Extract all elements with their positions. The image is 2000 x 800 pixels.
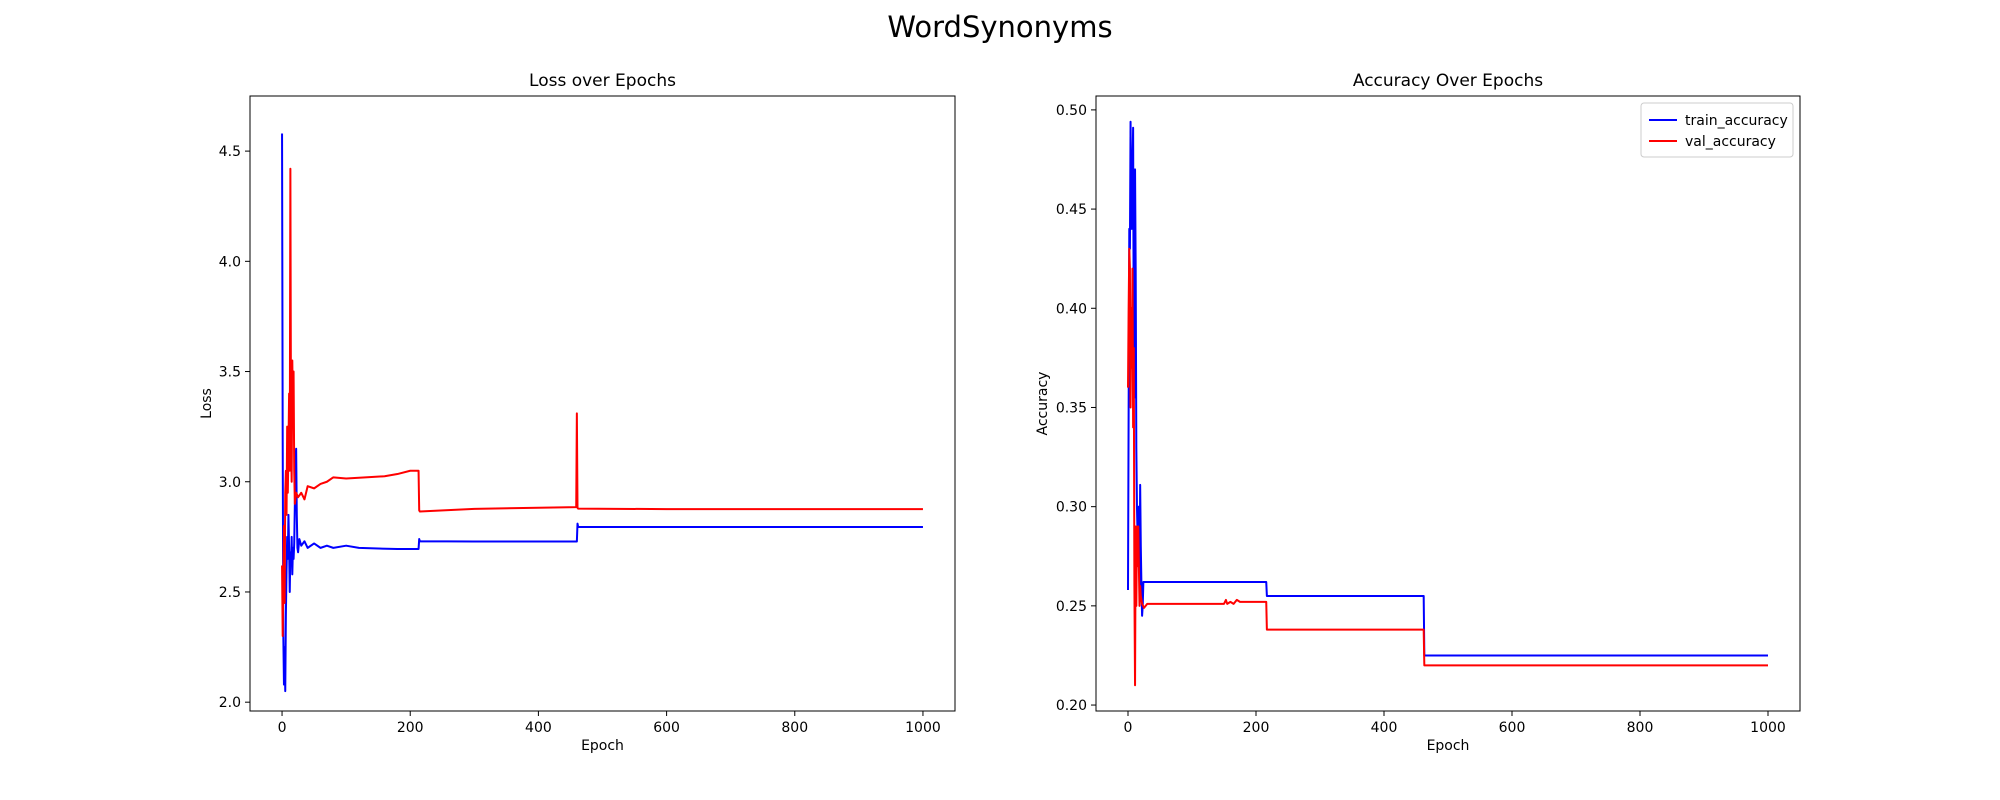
x-axis-label: Epoch bbox=[1427, 738, 1470, 754]
x-tick-label: 400 bbox=[525, 720, 552, 736]
legend: train_accuracy val_accuracy bbox=[1640, 102, 1794, 158]
x-tick-label: 1000 bbox=[1750, 720, 1786, 736]
accuracy-chart: Accuracy Over Epochs 0 200 400 600 800 1000 0.2… bbox=[1035, 71, 1801, 754]
x-tick-label: 1000 bbox=[905, 720, 941, 736]
series-line-train-loss bbox=[281, 133, 923, 693]
y-tick-label: 0.50 bbox=[1056, 103, 1087, 119]
series-line-val-accuracy bbox=[1127, 247, 1768, 687]
chart-title: Loss over Epochs bbox=[529, 71, 676, 91]
legend-box bbox=[1640, 102, 1794, 158]
legend-label-val-accuracy: val_accuracy bbox=[1685, 134, 1776, 150]
x-tick-label: 400 bbox=[1371, 720, 1398, 736]
figure-title: WordSynonyms bbox=[887, 10, 1112, 44]
y-tick-label: 0.35 bbox=[1056, 400, 1087, 416]
x-tick-label: 600 bbox=[1499, 720, 1526, 736]
y-tick-label: 2.0 bbox=[219, 695, 241, 711]
x-tick-label: 800 bbox=[1627, 720, 1654, 736]
y-tick-label: 0.20 bbox=[1056, 698, 1087, 714]
y-tick-label: 0.40 bbox=[1056, 301, 1087, 317]
x-tick-label: 0 bbox=[278, 720, 287, 736]
chart-title: Accuracy Over Epochs bbox=[1353, 71, 1543, 91]
x-tick-label: 0 bbox=[1124, 720, 1133, 736]
y-tick-label: 4.5 bbox=[219, 144, 241, 160]
plot-area-frame bbox=[249, 95, 956, 712]
series-line-val-loss bbox=[281, 167, 923, 638]
y-axis-label: Accuracy bbox=[1035, 372, 1051, 436]
y-tick-label: 0.25 bbox=[1056, 599, 1087, 615]
x-axis-label: Epoch bbox=[581, 738, 624, 754]
y-tick-label: 0.30 bbox=[1056, 500, 1087, 516]
y-tick-label: 4.0 bbox=[219, 254, 241, 270]
x-tick-label: 200 bbox=[397, 720, 424, 736]
x-tick-label: 200 bbox=[1243, 720, 1270, 736]
legend-label-train-accuracy: train_accuracy bbox=[1685, 113, 1788, 129]
x-tick-label: 800 bbox=[781, 720, 808, 736]
loss-chart: Loss over Epochs 0 200 400 600 800 1000 2.0 2.5 3… bbox=[199, 71, 956, 754]
plot-area-frame bbox=[1095, 95, 1801, 712]
y-tick-label: 3.0 bbox=[219, 475, 241, 491]
x-tick-label: 600 bbox=[653, 720, 680, 736]
y-tick-label: 3.5 bbox=[219, 365, 241, 381]
y-tick-label: 0.45 bbox=[1056, 202, 1087, 218]
y-tick-label: 2.5 bbox=[219, 585, 241, 601]
y-axis-label: Loss bbox=[199, 388, 215, 419]
